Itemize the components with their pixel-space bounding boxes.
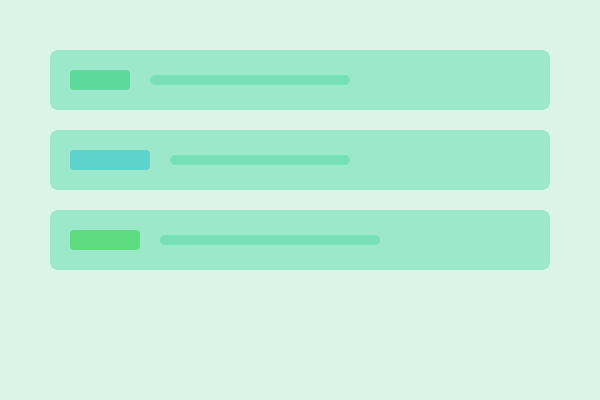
badge-placeholder [70,150,150,170]
text-placeholder [170,155,350,165]
list-item[interactable] [50,50,550,110]
text-placeholder [160,235,380,245]
list-item[interactable] [50,130,550,190]
badge-placeholder [70,230,140,250]
badge-placeholder [70,70,130,90]
list-item[interactable] [50,210,550,270]
text-placeholder [150,75,350,85]
